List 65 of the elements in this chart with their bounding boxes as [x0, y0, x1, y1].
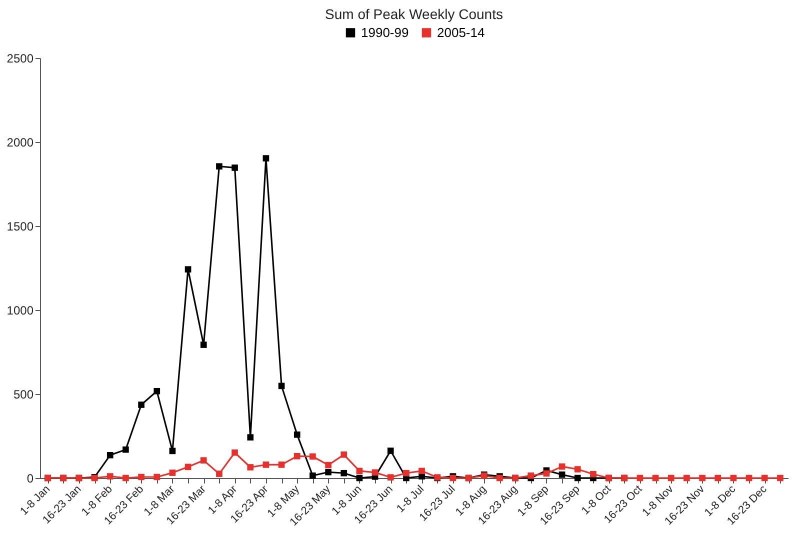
point: [154, 388, 160, 394]
point: [247, 434, 254, 441]
y-tick-label: 2000: [6, 136, 34, 150]
point: [325, 468, 332, 476]
point: [574, 466, 581, 472]
point: [356, 468, 363, 474]
point: [652, 474, 659, 482]
point: [200, 342, 207, 348]
point: [122, 446, 129, 453]
point: [200, 457, 207, 464]
point: [684, 474, 690, 482]
point: [310, 472, 316, 479]
point: [232, 449, 238, 456]
point: [216, 470, 222, 477]
point: [325, 462, 332, 468]
point: [356, 474, 363, 482]
point: [169, 448, 176, 454]
point: [528, 472, 534, 479]
point: [558, 463, 566, 470]
point: [262, 155, 270, 162]
point: [340, 451, 348, 458]
point: [340, 470, 348, 476]
point: [184, 266, 192, 273]
point: [262, 462, 270, 468]
point: [278, 462, 285, 468]
point: [777, 474, 784, 482]
point: [590, 470, 596, 478]
point: [169, 470, 176, 476]
chart-title: Sum of Peak Weekly Counts: [325, 6, 503, 22]
point: [761, 474, 768, 482]
point: [310, 453, 316, 460]
point: [730, 474, 737, 482]
point: [668, 474, 674, 482]
point: [403, 470, 410, 476]
point: [699, 474, 706, 482]
y-tick-label: 0: [26, 472, 34, 486]
y-tick-label: 1500: [6, 220, 34, 234]
point: [746, 474, 752, 482]
point: [138, 402, 144, 408]
legend-label: 1990-99: [361, 24, 409, 40]
point: [387, 474, 394, 480]
point: [106, 473, 114, 480]
y-tick-label: 2500: [6, 52, 34, 66]
point: [294, 431, 300, 438]
point: [138, 474, 144, 480]
point: [387, 448, 394, 454]
point: [154, 474, 160, 480]
point: [714, 474, 722, 482]
point: [122, 474, 129, 482]
point: [574, 474, 581, 482]
point: [106, 452, 114, 458]
point: [216, 163, 222, 170]
point: [184, 464, 192, 470]
point: [247, 464, 254, 470]
point: [232, 164, 238, 171]
point: [294, 453, 300, 460]
point: [543, 470, 550, 477]
point: [372, 469, 378, 476]
point: [636, 474, 644, 482]
y-tick-label: 1000: [6, 304, 34, 318]
point: [558, 471, 566, 478]
point: [278, 382, 285, 390]
legend-label: 2005-14: [437, 24, 485, 40]
y-tick-label: 500: [13, 388, 34, 402]
point: [418, 468, 425, 474]
